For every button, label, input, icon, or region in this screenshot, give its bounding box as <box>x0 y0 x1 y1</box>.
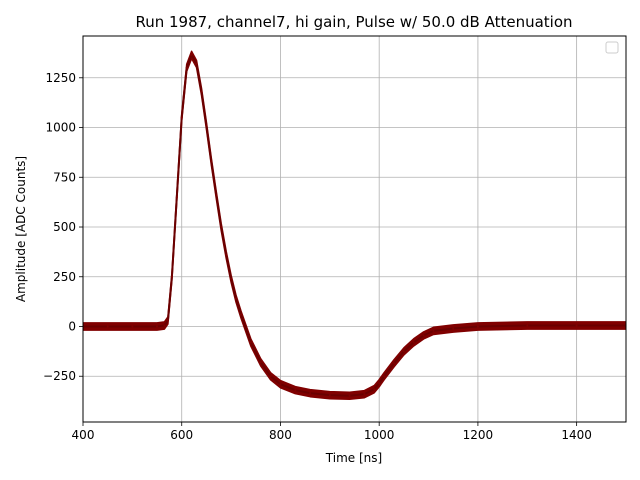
data-point <box>412 341 415 344</box>
y-tick-label: 500 <box>53 220 76 234</box>
data-point <box>156 325 158 328</box>
x-tick-label: 400 <box>72 428 95 442</box>
data-point <box>175 196 178 199</box>
y-tick-label: 250 <box>53 270 76 284</box>
data-point <box>259 361 262 364</box>
chart-title: Run 1987, channel7, hi gain, Pulse w/ 50… <box>135 13 572 31</box>
data-point <box>230 277 233 280</box>
y-axis-label: Amplitude [ADC Counts] <box>14 156 28 302</box>
data-point <box>185 66 188 69</box>
series-group <box>83 50 626 401</box>
plot-area <box>83 50 626 401</box>
data-point <box>166 319 169 322</box>
data-point <box>452 327 455 330</box>
data-point <box>205 124 208 127</box>
data-point <box>131 325 134 328</box>
data-point <box>526 324 529 327</box>
x-tick-label: 800 <box>269 428 292 442</box>
x-tick-label: 1200 <box>463 428 494 442</box>
data-point <box>476 325 479 328</box>
y-tick-label: −250 <box>43 369 76 383</box>
data-point <box>432 329 435 332</box>
data-point <box>240 313 242 316</box>
data-point <box>200 90 203 93</box>
data-point <box>235 297 237 300</box>
data-point <box>180 116 183 119</box>
y-axis-ticks: −250 0 250 500 750 1000 1250 <box>43 71 83 383</box>
y-tick-label: 0 <box>68 319 76 333</box>
x-tick-label: 1400 <box>561 428 592 442</box>
data-point <box>220 226 223 228</box>
data-point <box>373 388 376 391</box>
data-point <box>393 362 395 365</box>
y-tick-label: 750 <box>53 170 76 184</box>
data-point <box>163 324 166 327</box>
data-point <box>210 160 213 163</box>
grid-lines <box>82 36 626 422</box>
data-point <box>309 392 312 395</box>
legend-box <box>605 41 619 54</box>
data-point <box>195 62 198 65</box>
data-point <box>575 324 578 327</box>
data-point <box>190 53 193 56</box>
data-point <box>106 325 109 328</box>
data-point <box>294 389 297 392</box>
data-point <box>422 334 425 337</box>
data-point <box>328 394 331 397</box>
data-point <box>383 375 386 378</box>
data-point <box>402 350 405 353</box>
x-axis-ticks: 400 600 800 1000 1200 1400 <box>72 422 592 442</box>
data-point <box>249 341 252 344</box>
data-point <box>170 275 173 278</box>
data-point <box>215 194 218 197</box>
data-point <box>348 394 351 397</box>
y-tick-label: 1250 <box>45 71 76 85</box>
data-point <box>363 393 366 396</box>
data-point <box>279 383 282 386</box>
data-point <box>269 375 272 378</box>
x-tick-label: 600 <box>170 428 193 442</box>
y-tick-label: 1000 <box>45 121 76 135</box>
x-axis-label: Time [ns] <box>325 451 382 465</box>
axes-frame <box>82 35 627 423</box>
x-tick-label: 1000 <box>364 428 395 442</box>
data-point <box>225 253 228 256</box>
data-point <box>378 382 381 385</box>
